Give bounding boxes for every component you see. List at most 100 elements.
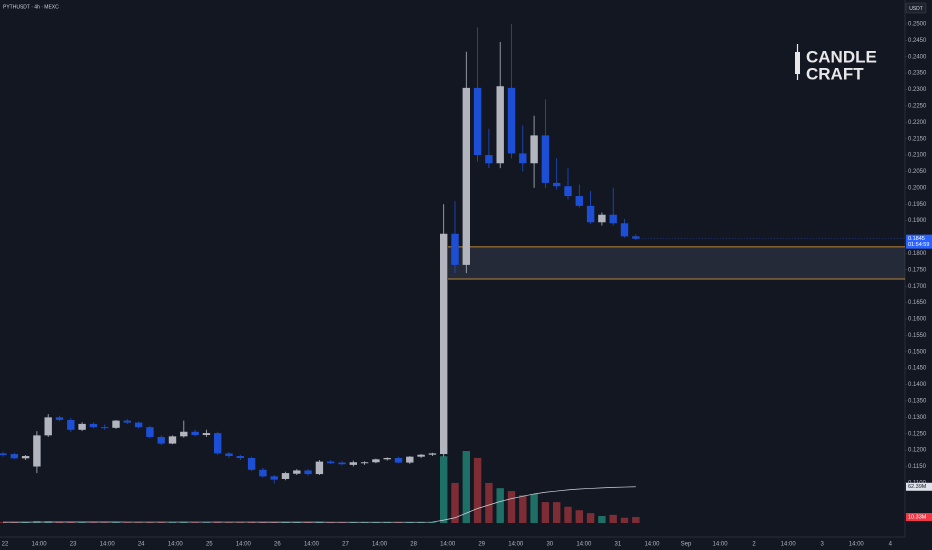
- volume-bar: [496, 488, 504, 523]
- y-tick-label: 0.2350: [908, 71, 927, 77]
- x-tick-label: 14:00: [372, 542, 388, 548]
- volume-bar: [293, 522, 301, 523]
- volume-bar: [575, 510, 583, 523]
- y-tick-label: 0.1550: [908, 333, 927, 339]
- logo: CANDLE CRAFT: [795, 44, 877, 83]
- candle-body: [146, 427, 154, 438]
- volume-bar: [440, 456, 448, 523]
- candle-body: [485, 155, 493, 164]
- volume-bar: [632, 517, 640, 523]
- candle-body: [0, 453, 7, 456]
- x-tick-label: 4: [889, 542, 893, 548]
- candle-body: [78, 423, 86, 430]
- volume-bar: [586, 513, 595, 523]
- candle-body: [191, 431, 199, 436]
- candle-body: [609, 214, 617, 224]
- y-tick-label: 0.2450: [908, 38, 927, 44]
- last-price-label: 0.1845: [908, 236, 925, 242]
- volume-bar: [609, 514, 617, 523]
- volume-bar: [530, 493, 538, 523]
- candle-body: [417, 454, 425, 457]
- candle-body: [349, 462, 357, 465]
- candle-body: [632, 236, 640, 239]
- candle-body: [67, 419, 75, 430]
- x-tick-label: 14:00: [576, 542, 592, 548]
- volume-bar: [67, 521, 75, 523]
- x-tick-label: 30: [546, 542, 553, 548]
- candle-body: [259, 469, 267, 477]
- candle-body: [338, 462, 346, 465]
- candle-body: [10, 454, 18, 459]
- logo-text: CRAFT: [806, 64, 864, 83]
- volume-bar: [101, 522, 109, 523]
- x-tick-label: 22: [2, 542, 9, 548]
- candle-body: [33, 435, 41, 467]
- y-tick-label: 0.1250: [908, 431, 927, 437]
- volume-bar: [236, 522, 244, 523]
- candle-body: [383, 457, 391, 460]
- candle-body: [44, 417, 52, 436]
- volume-last-box: [906, 513, 932, 522]
- logo-text: CANDLE: [806, 47, 877, 66]
- countdown: 01:54:59: [908, 242, 929, 248]
- y-tick-label: 0.2100: [908, 153, 927, 159]
- candle-body: [598, 214, 606, 223]
- x-tick-label: 31: [615, 542, 622, 548]
- volume-bar: [507, 491, 516, 523]
- volume-bar: [259, 522, 267, 523]
- candle-body: [21, 456, 30, 459]
- x-tick-label: 14:00: [781, 542, 797, 548]
- candle-body: [553, 182, 561, 187]
- y-tick-label: 0.1600: [908, 317, 927, 323]
- volume-last-label: 10.33M: [908, 514, 927, 520]
- volume-bar: [327, 522, 335, 523]
- candle-body: [123, 420, 131, 423]
- candle-body: [134, 422, 143, 428]
- candle-body: [394, 457, 403, 463]
- candle-body: [55, 417, 64, 420]
- candle-body: [293, 470, 301, 474]
- volume-bar: [168, 522, 177, 523]
- x-tick-label: 24: [138, 542, 145, 548]
- y-tick-label: 0.2000: [908, 185, 927, 191]
- candle-body: [157, 437, 165, 444]
- last-price-box: [906, 234, 932, 249]
- candle-body: [281, 473, 290, 479]
- x-tick-label: 23: [70, 542, 77, 548]
- y-tick-label: 0.1650: [908, 300, 927, 306]
- y-tick-label: 0.1450: [908, 366, 927, 372]
- candle-body: [519, 153, 527, 164]
- x-tick-label: 14:00: [32, 542, 48, 548]
- y-tick-label: 0.2150: [908, 136, 927, 142]
- volume-bar: [473, 457, 482, 523]
- volume-bar: [462, 451, 470, 523]
- volume-ma-box: [906, 482, 932, 491]
- x-tick-label: Sep: [681, 542, 692, 548]
- volume-bar: [89, 522, 98, 523]
- y-tick-label: 0.1200: [908, 448, 927, 454]
- volume-bar: [225, 522, 233, 523]
- y-tick-label: 0.2500: [908, 22, 927, 28]
- currency-box[interactable]: [905, 2, 927, 14]
- volume-bar: [78, 522, 86, 523]
- volume-bar: [202, 522, 211, 523]
- volume-bar: [553, 502, 561, 523]
- y-tick-label: 0.2400: [908, 54, 927, 60]
- y-tick-label: 0.2250: [908, 103, 927, 109]
- candle-body: [372, 459, 380, 463]
- x-tick-label: 14:00: [508, 542, 524, 548]
- candle-body: [440, 233, 448, 455]
- candle-body: [530, 135, 538, 164]
- volume-bar: [304, 522, 312, 523]
- currency[interactable]: USDT: [909, 6, 923, 12]
- candle-body: [586, 205, 595, 223]
- volume-bar: [10, 522, 18, 523]
- volume-bar: [406, 522, 414, 523]
- x-tick-label: 14:00: [644, 542, 660, 548]
- x-tick-label: 26: [274, 542, 281, 548]
- x-tick-label: 25: [206, 542, 213, 548]
- candle-body: [270, 476, 278, 480]
- candle-body: [89, 423, 98, 428]
- volume-bar: [383, 522, 391, 523]
